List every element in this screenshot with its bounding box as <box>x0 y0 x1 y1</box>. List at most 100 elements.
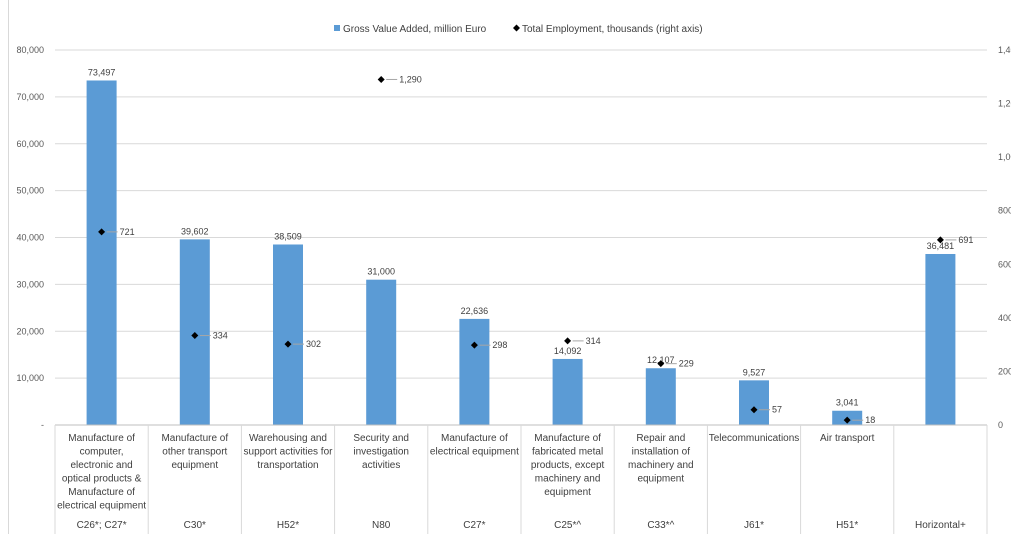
y-tick-label: 60,000 <box>16 139 44 149</box>
legend-swatch-gva <box>334 25 340 31</box>
category-label: machinery and <box>535 474 601 485</box>
category-code: H52* <box>277 520 299 531</box>
category-label: installation of <box>632 447 691 458</box>
employment-point <box>284 340 292 348</box>
employment-data-label: 302 <box>306 339 321 349</box>
category-label: Manufacture of <box>68 433 135 444</box>
category-label: electronic and <box>70 460 132 471</box>
employment-point <box>936 236 944 244</box>
category-label: computer, <box>80 447 124 458</box>
gva-data-label: 36,481 <box>927 241 955 251</box>
category-label: equipment <box>637 474 684 485</box>
gva-data-label: 31,000 <box>367 267 395 277</box>
gva-data-label: 9,527 <box>743 367 766 377</box>
y2-tick-label: 0 <box>998 420 1003 430</box>
category-label: optical products & <box>62 474 142 485</box>
employment-data-label: 691 <box>958 235 973 245</box>
gva-bar <box>459 318 490 425</box>
category-label: electrical equipment <box>57 501 146 512</box>
category-code: C25*^ <box>554 520 581 531</box>
employment-data-label: 721 <box>120 227 135 237</box>
legend-label-employment: Total Employment, thousands (right axis) <box>522 24 703 35</box>
category-label: Manufacture of <box>161 433 228 444</box>
legend: Gross Value Added, million Euro Total Em… <box>334 24 703 35</box>
gva-data-label: 14,092 <box>554 346 582 356</box>
category-code: C26*; C27* <box>77 520 127 531</box>
employment-point <box>377 75 385 83</box>
category-code: C33*^ <box>647 520 674 531</box>
y-tick-label: 80,000 <box>16 45 44 55</box>
y-tick-label: 70,000 <box>16 92 44 102</box>
y-axis-left: - 10,000 20,000 30,000 40,000 50,000 60,000 70,… <box>16 45 44 430</box>
category-label: equipment <box>544 487 591 498</box>
employment-point <box>191 332 199 340</box>
employment-data-label: 314 <box>586 336 601 346</box>
category-label: Telecommunications <box>709 433 800 444</box>
gva-data-label: 22,636 <box>461 306 489 316</box>
category-label: activities <box>362 460 400 471</box>
category-label: products, except <box>531 460 605 471</box>
employment-point <box>750 406 758 414</box>
category-label: Manufacture of <box>441 433 508 444</box>
category-label: fabricated metal <box>532 447 603 458</box>
employment-point <box>657 360 665 368</box>
y2-tick-label: 1,20 <box>998 99 1011 109</box>
category-label: equipment <box>171 460 218 471</box>
gva-bar <box>645 368 676 425</box>
y2-tick-label: 200 <box>998 366 1011 376</box>
y2-tick-label: 1,00 <box>998 152 1011 162</box>
category-code: H51* <box>836 520 858 531</box>
y-tick-label: 20,000 <box>16 326 44 336</box>
gva-data-label: 73,497 <box>88 67 116 77</box>
gva-bar <box>739 380 769 425</box>
category-label: Air transport <box>820 433 875 444</box>
gva-data-label: 38,509 <box>274 231 302 241</box>
employment-point <box>843 416 851 424</box>
employment-point <box>564 337 572 345</box>
employment-data-label: 1,290 <box>399 74 422 84</box>
gva-bar <box>552 358 583 425</box>
category-label: other transport <box>162 447 227 458</box>
category-label: Manufacture of <box>534 433 601 444</box>
chart-frame-border <box>8 0 9 534</box>
gva-bar <box>86 80 117 425</box>
gridlines <box>55 49 987 379</box>
employment-data-label: 229 <box>679 359 694 369</box>
y2-tick-label: 400 <box>998 313 1011 323</box>
legend-marker-employment <box>513 24 520 32</box>
gva-bar <box>366 279 397 425</box>
y-tick-label: - <box>41 420 44 430</box>
gva-data-label: 39,602 <box>181 226 209 236</box>
category-label: support activities for <box>244 447 334 458</box>
y2-tick-label: 600 <box>998 259 1011 269</box>
legend-label-gva: Gross Value Added, million Euro <box>343 24 487 35</box>
gva-data-label: 3,041 <box>836 398 859 408</box>
category-label: investigation <box>353 447 409 458</box>
y-axis-right: 0 200 400 600 800 1,00 1,20 1,40 <box>998 45 1011 430</box>
category-label: Manufacture of <box>68 487 135 498</box>
employment-data-label: 18 <box>865 415 875 425</box>
employment-point <box>98 228 106 236</box>
category-code: C27* <box>463 520 485 531</box>
category-code: J61* <box>744 520 764 531</box>
y2-tick-label: 800 <box>998 206 1011 216</box>
bar-series-gva: 73,49739,60238,50931,00022,63614,09212,1… <box>86 67 956 425</box>
category-label: Repair and <box>636 433 685 444</box>
gva-bar <box>273 244 303 425</box>
employment-data-label: 334 <box>213 331 228 341</box>
y2-tick-label: 1,40 <box>998 45 1011 55</box>
category-code: N80 <box>372 520 391 531</box>
y-tick-label: 10,000 <box>16 373 44 383</box>
category-code: C30* <box>184 520 206 531</box>
category-label: transportation <box>257 460 318 471</box>
category-label: machinery and <box>628 460 694 471</box>
category-label: Warehousing and <box>249 433 327 444</box>
y-tick-label: 50,000 <box>16 186 44 196</box>
employment-data-label: 57 <box>772 405 782 415</box>
employment-data-label: 298 <box>492 340 507 350</box>
point-series-employment: 721 334 302 1,290 298 314 229 57 18 691 <box>98 74 973 425</box>
category-label: electrical equipment <box>430 447 519 458</box>
x-axis-categories: Manufacture of computer, electronic and opt… <box>54 424 988 534</box>
category-code: Horizontal+ <box>915 520 966 531</box>
